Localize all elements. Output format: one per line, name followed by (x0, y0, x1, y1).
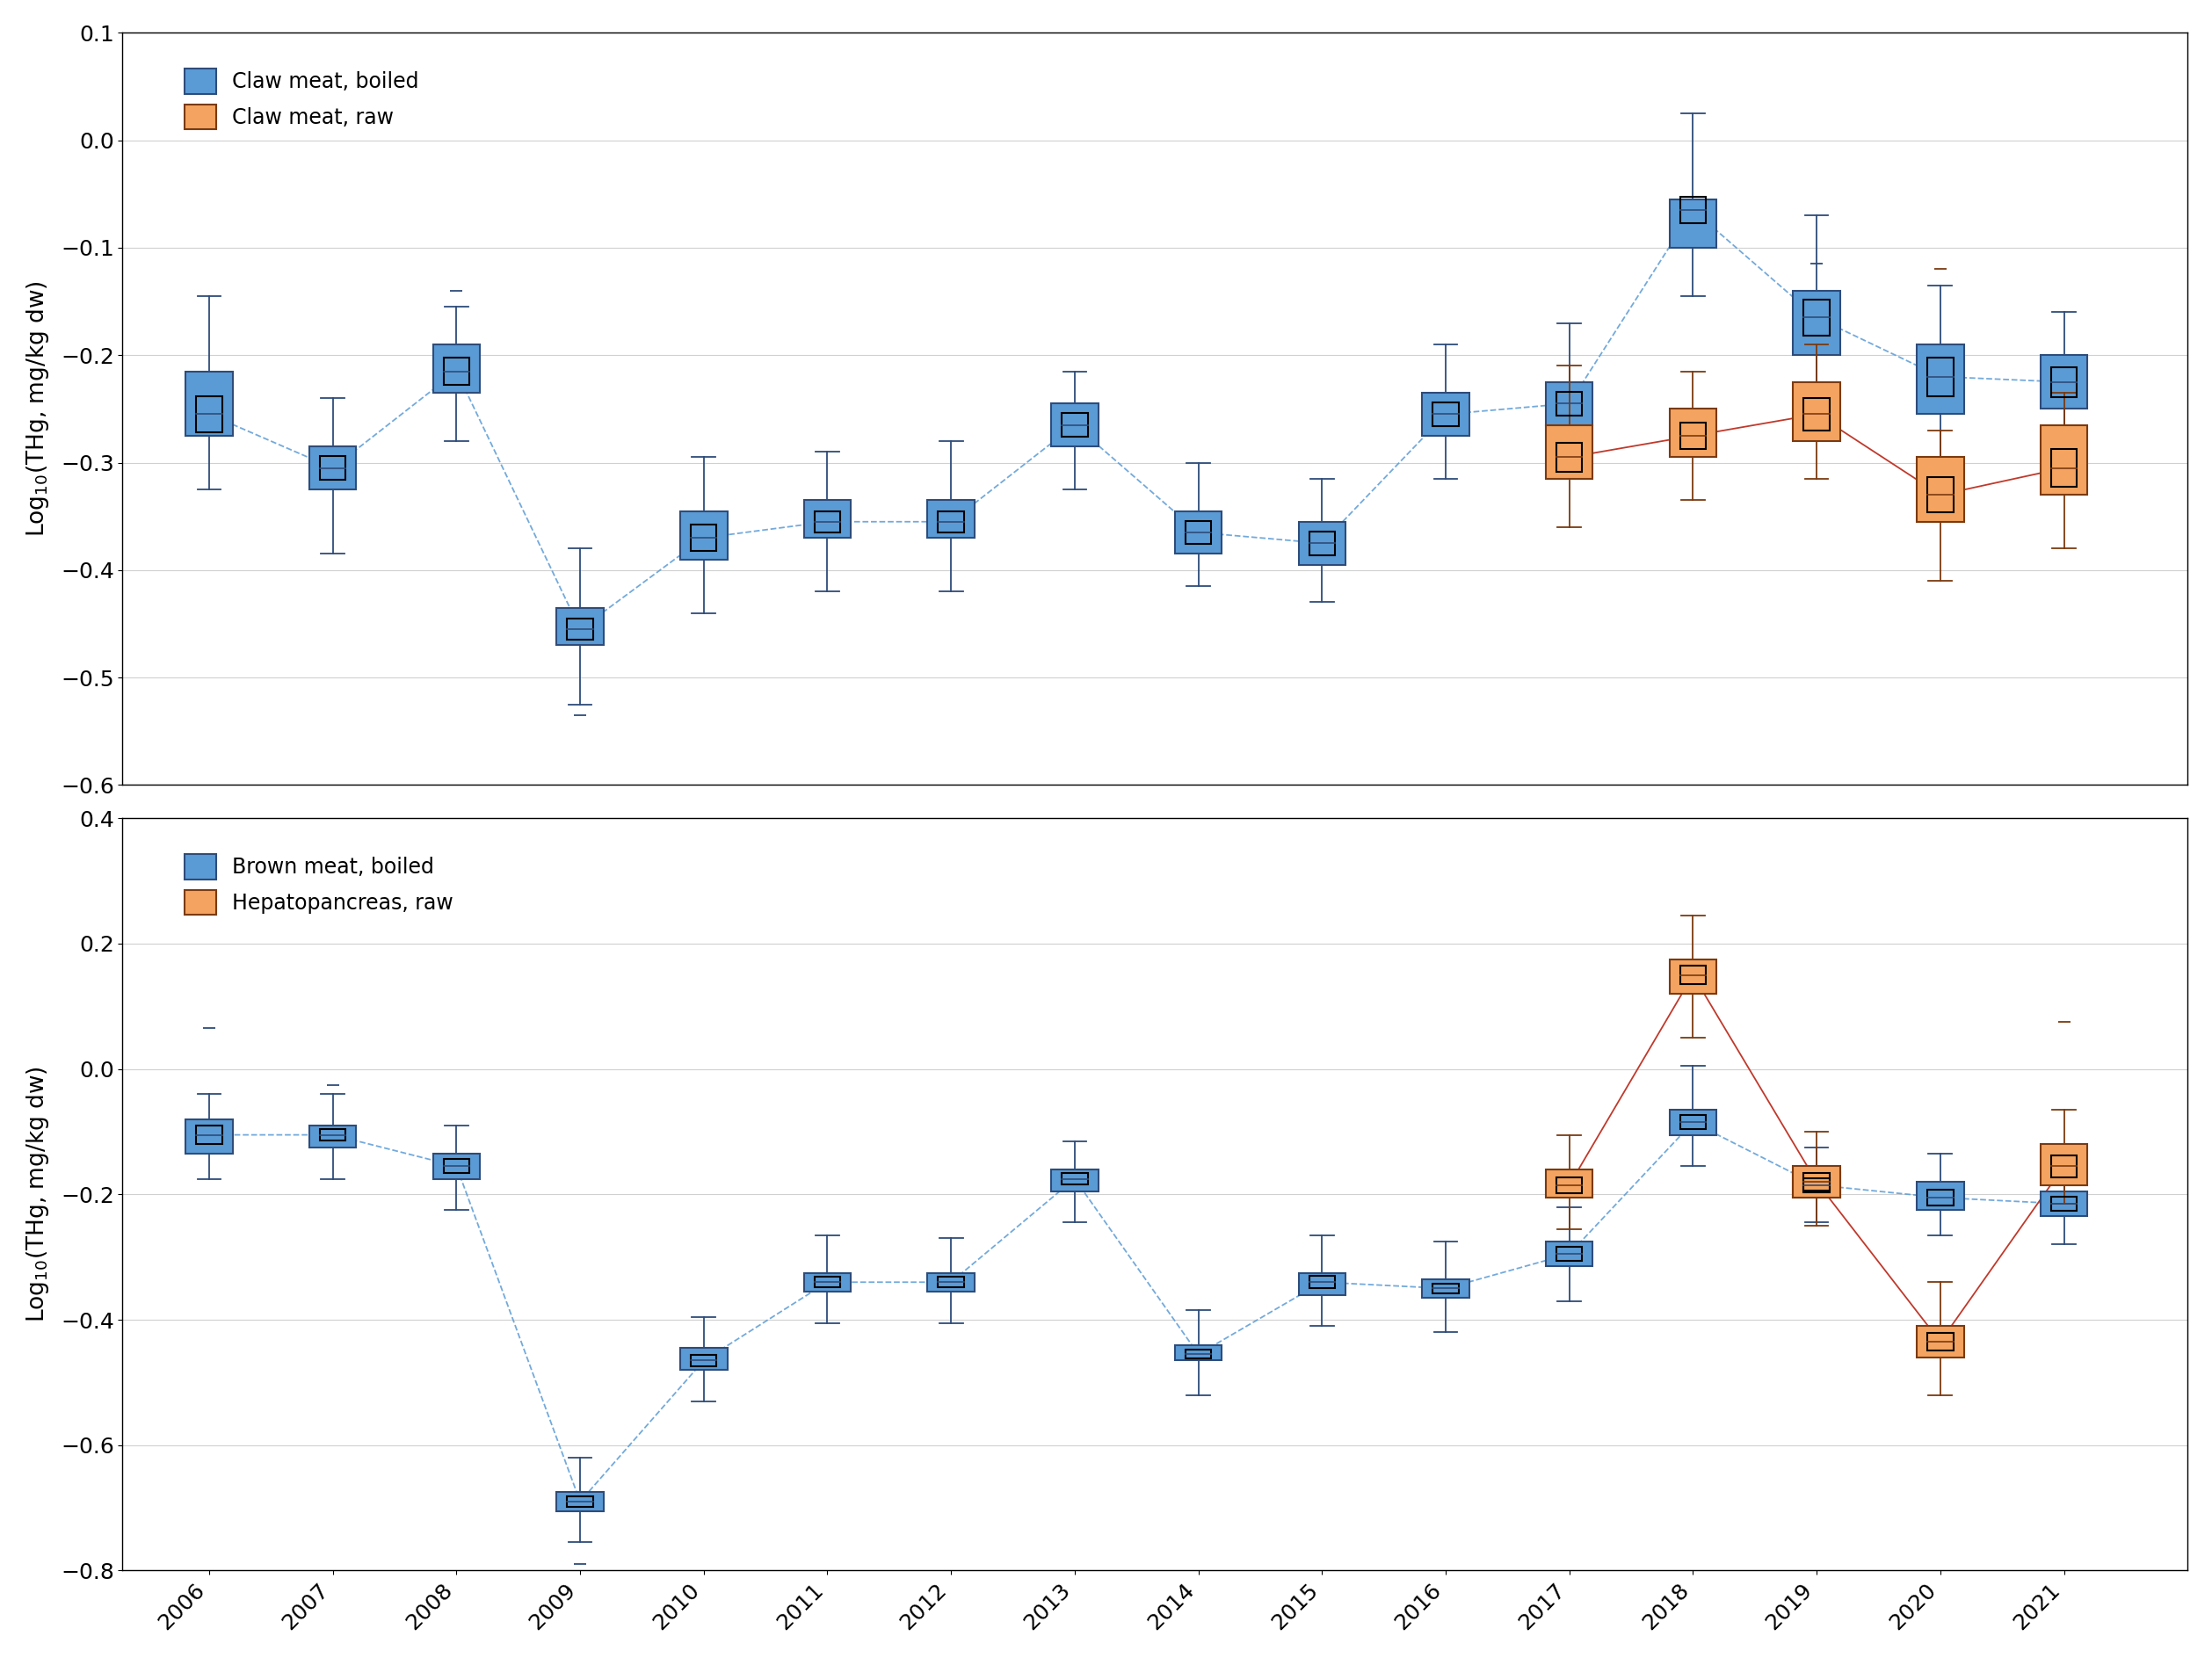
Bar (1186, 521, 1212, 544)
Bar (566, 618, 593, 640)
Y-axis label: Log$_{10}$(THg, mg/kg dw): Log$_{10}$(THg, mg/kg dw) (24, 280, 51, 537)
Bar (566, 1497, 593, 1507)
Bar (1670, 410, 1717, 458)
Bar (1557, 443, 1582, 473)
Bar (1557, 1177, 1582, 1192)
Bar (1670, 1109, 1717, 1134)
Legend: Brown meat, boiled, Hepatopancreas, raw: Brown meat, boiled, Hepatopancreas, raw (175, 844, 465, 925)
Bar (814, 511, 841, 532)
Bar (1422, 393, 1469, 436)
Bar (1681, 1116, 1705, 1129)
Bar (938, 511, 964, 532)
Bar (2039, 424, 2088, 494)
Bar (557, 608, 604, 645)
Legend: Claw meat, boiled, Claw meat, raw: Claw meat, boiled, Claw meat, raw (175, 58, 429, 139)
Bar (927, 1273, 975, 1292)
Bar (1918, 1326, 1964, 1358)
Bar (1051, 1169, 1097, 1192)
Bar (1918, 458, 1964, 522)
Bar (1670, 199, 1717, 247)
Bar (1310, 1277, 1334, 1288)
Bar (2051, 449, 2077, 487)
Bar (803, 501, 852, 537)
Bar (690, 1355, 717, 1366)
Bar (1681, 965, 1705, 985)
Bar (1186, 1350, 1212, 1358)
Bar (197, 1126, 221, 1144)
Bar (927, 501, 975, 537)
Bar (321, 1129, 345, 1141)
Bar (1546, 424, 1593, 479)
Bar (2039, 1144, 2088, 1185)
Bar (1310, 531, 1334, 555)
Bar (1803, 1174, 1829, 1190)
Bar (197, 396, 221, 433)
Bar (445, 1159, 469, 1174)
Bar (434, 1154, 480, 1179)
Bar (1927, 1333, 1953, 1350)
Bar (1051, 403, 1097, 446)
Bar (1803, 300, 1829, 335)
Bar (1681, 197, 1705, 224)
Bar (803, 1273, 852, 1292)
Bar (2051, 1197, 2077, 1210)
Bar (1794, 1166, 1840, 1197)
Y-axis label: Log$_{10}$(THg, mg/kg dw): Log$_{10}$(THg, mg/kg dw) (24, 1066, 51, 1323)
Bar (814, 1277, 841, 1287)
Bar (186, 1119, 232, 1154)
Bar (2051, 366, 2077, 396)
Bar (1298, 1273, 1345, 1295)
Bar (310, 1126, 356, 1147)
Bar (1927, 358, 1953, 396)
Bar (1557, 391, 1582, 414)
Bar (1681, 423, 1705, 449)
Bar (690, 524, 717, 550)
Bar (1803, 1179, 1829, 1192)
Bar (1433, 403, 1458, 426)
Bar (321, 456, 345, 479)
Bar (1794, 290, 1840, 355)
Bar (1794, 381, 1840, 441)
Bar (1062, 1172, 1088, 1185)
Bar (1546, 381, 1593, 424)
Bar (1298, 522, 1345, 565)
Bar (1062, 413, 1088, 436)
Bar (1670, 960, 1717, 993)
Bar (1557, 1247, 1582, 1260)
Bar (1918, 345, 1964, 414)
Bar (1918, 1182, 1964, 1210)
Bar (1927, 478, 1953, 512)
Bar (1546, 1242, 1593, 1267)
Bar (310, 446, 356, 489)
Bar (2039, 1192, 2088, 1217)
Bar (1546, 1169, 1593, 1197)
Bar (681, 511, 728, 559)
Bar (434, 345, 480, 393)
Bar (1422, 1278, 1469, 1298)
Bar (557, 1492, 604, 1510)
Bar (1803, 398, 1829, 431)
Bar (1794, 1172, 1840, 1197)
Bar (2039, 355, 2088, 410)
Bar (1433, 1283, 1458, 1293)
Bar (1175, 1345, 1221, 1361)
Bar (186, 371, 232, 436)
Bar (1927, 1190, 1953, 1205)
Bar (1175, 511, 1221, 554)
Bar (681, 1348, 728, 1370)
Bar (445, 358, 469, 385)
Bar (2051, 1156, 2077, 1177)
Bar (938, 1277, 964, 1287)
